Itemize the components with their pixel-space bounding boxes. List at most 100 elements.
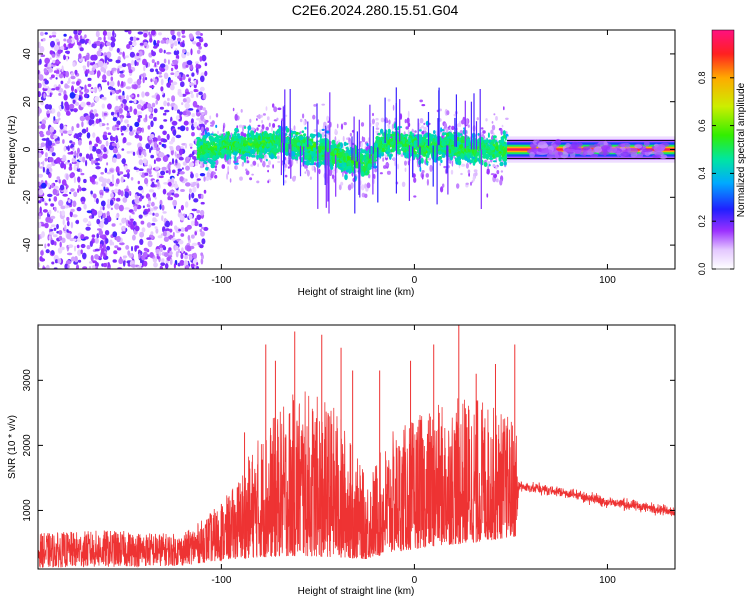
spectrogram-cell xyxy=(485,118,488,122)
spectrogram-cell xyxy=(181,102,184,106)
spectrogram-cell xyxy=(162,130,167,136)
spectrogram-cell xyxy=(188,143,193,147)
spectrogram-cell xyxy=(196,49,201,55)
spectrogram-cell xyxy=(151,207,154,212)
spectrogram-cell xyxy=(77,249,82,256)
spectrogram-cell xyxy=(53,44,60,52)
spectrogram-cell xyxy=(303,119,306,126)
spectrogram-cell xyxy=(150,78,153,83)
spectrogram-cell xyxy=(80,91,84,95)
spectrogram-cell xyxy=(183,120,189,126)
spectrogram-cell xyxy=(96,233,99,239)
spectrogram-cell xyxy=(274,142,279,145)
spectrogram-cell xyxy=(48,235,51,241)
spectrogram-cell xyxy=(76,206,82,212)
spectrogram-cell xyxy=(162,37,168,41)
spectrogram-cell xyxy=(148,196,151,202)
spectrogram-cell xyxy=(277,155,280,160)
spectrogram-cell xyxy=(136,111,143,115)
spectrogram-cell xyxy=(122,255,128,258)
spectrogram-cell xyxy=(473,169,478,173)
spectrogram-cell xyxy=(112,157,117,163)
spectrogram-cell xyxy=(114,203,120,210)
spectrogram-cell xyxy=(111,37,116,43)
spectrogram-cell xyxy=(131,246,133,252)
spectrogram-cell xyxy=(129,125,133,132)
spectrogram-cell xyxy=(442,183,445,188)
spectrogram-cell xyxy=(491,121,494,124)
spectrogram-cell xyxy=(155,157,162,162)
spectrogram-cell xyxy=(293,125,296,131)
spectrogram-cell xyxy=(138,168,144,171)
spectrogram-cell xyxy=(177,168,183,172)
spectrogram-cell xyxy=(231,149,234,153)
spectrogram-cell xyxy=(49,226,53,230)
spectrogram-cell xyxy=(250,130,253,136)
spectrogram-cell xyxy=(440,159,443,164)
spectrogram-cell xyxy=(201,112,205,116)
spectrogram-cell xyxy=(199,39,204,43)
spectrogram-cell xyxy=(172,169,176,174)
spectrogram-cell xyxy=(258,151,263,156)
spectrogram-cell xyxy=(369,159,373,164)
spectrogram-cell xyxy=(60,45,65,51)
spectrogram-cell xyxy=(107,58,113,62)
spectrogram-cell xyxy=(386,133,391,138)
spectrogram-cell xyxy=(257,124,261,127)
spectrogram-cell xyxy=(138,197,143,202)
spectrogram-cell xyxy=(486,168,490,175)
spectrogram-cell xyxy=(256,118,258,121)
spectrogram-cell xyxy=(174,245,179,251)
spectrogram-cell xyxy=(114,124,120,128)
spectrogram-cell xyxy=(331,139,336,145)
spectrogram-cell xyxy=(93,175,97,179)
spectrogram-cell xyxy=(101,103,106,109)
spectrogram-cell xyxy=(153,206,159,210)
spectrogram-cell xyxy=(481,133,485,138)
spectrogram-cell xyxy=(292,146,295,152)
spectrogram-cell xyxy=(72,214,78,218)
spectrogram-cell xyxy=(60,205,66,210)
spectrogram-cell xyxy=(488,157,494,160)
spectrogram-cell xyxy=(147,240,153,248)
spectrogram-cell xyxy=(171,158,175,165)
spectrogram-cell xyxy=(121,132,124,136)
spectrogram-cell xyxy=(404,167,407,172)
spectrogram-cell xyxy=(125,245,130,250)
spectrogram-cell xyxy=(109,199,114,206)
spectrogram-cell xyxy=(106,178,111,184)
spectrogram-cell xyxy=(107,103,112,110)
spectrogram-cell xyxy=(85,159,88,167)
spectrogram-cell xyxy=(63,38,67,42)
spectrogram-cell xyxy=(53,196,58,202)
spectrogram-cell xyxy=(43,86,49,89)
spectrogram-cell xyxy=(146,168,150,173)
spectrogram-cell xyxy=(42,160,45,167)
spectrogram-cell xyxy=(189,82,195,86)
spectrogram-cell xyxy=(193,122,198,128)
spectrogram-cell xyxy=(190,255,193,261)
spectrogram-cell xyxy=(250,164,254,167)
spectrogram-cell xyxy=(188,108,194,111)
spectrogram-cell xyxy=(461,119,465,125)
spectrogram-cell xyxy=(55,157,62,163)
spectrogram-cell xyxy=(499,161,504,167)
spectrogram-cell xyxy=(45,216,51,223)
spectrogram-cell xyxy=(188,193,191,201)
spectrogram-cell xyxy=(181,42,185,48)
spectrogram-cell xyxy=(85,73,88,77)
spectrogram-cell xyxy=(88,40,91,45)
spectrogram-cell xyxy=(126,151,131,154)
spectrogram-cell xyxy=(69,237,75,242)
spectrogram-cell xyxy=(234,113,238,121)
spectrogram-cell xyxy=(487,143,489,146)
spectrogram-cell xyxy=(199,86,205,92)
spectrogram-cell xyxy=(153,39,157,47)
spectrogram-cell xyxy=(163,72,169,80)
spectrogram-cell xyxy=(193,83,197,89)
spectrogram-cell xyxy=(164,263,169,269)
spectrogram-cell xyxy=(182,213,186,217)
spectrogram-cell xyxy=(95,136,100,144)
spectrogram-cell xyxy=(201,126,204,132)
spectrogram-cell xyxy=(171,95,176,102)
